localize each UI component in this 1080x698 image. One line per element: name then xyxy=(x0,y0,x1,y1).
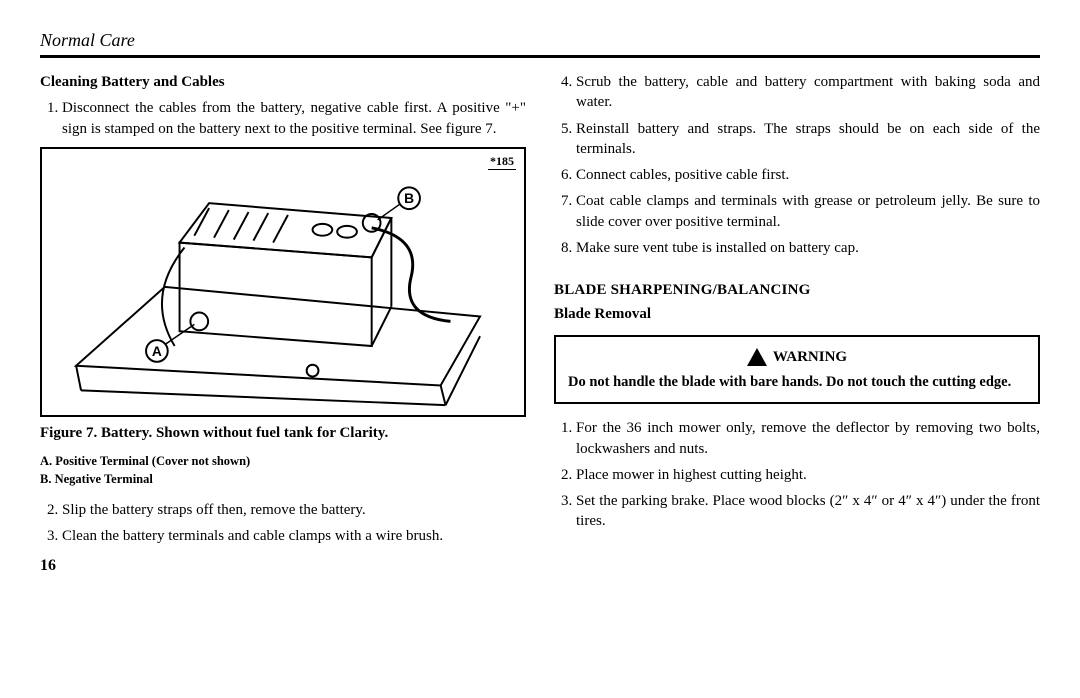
warning-heading: WARNING xyxy=(568,347,1026,367)
step-item: Make sure vent tube is installed on batt… xyxy=(576,238,1040,258)
callout-a-label: A xyxy=(152,344,162,359)
page-number: 16 xyxy=(40,555,526,577)
legend-b: B. Negative Terminal xyxy=(40,471,526,489)
steps-list-1: Disconnect the cables from the battery, … xyxy=(40,98,526,139)
step-item: Slip the battery straps off then, remove… xyxy=(62,500,526,520)
section-header: Normal Care xyxy=(40,30,1040,58)
warning-box: WARNING Do not handle the blade with bar… xyxy=(554,335,1040,405)
steps-list-2: Slip the battery straps off then, remove… xyxy=(40,500,526,547)
step-item: Reinstall battery and straps. The straps… xyxy=(576,119,1040,160)
step-item: Coat cable clamps and terminals with gre… xyxy=(576,191,1040,232)
two-column-layout: Cleaning Battery and Cables Disconnect t… xyxy=(40,72,1040,576)
figure-7-box: *185 xyxy=(40,147,526,417)
step-item: Clean the battery terminals and cable cl… xyxy=(62,526,526,546)
step-item: Disconnect the cables from the battery, … xyxy=(62,98,526,139)
step-item: Connect cables, positive cable first. xyxy=(576,165,1040,185)
step-item: Place mower in highest cutting height. xyxy=(576,465,1040,485)
step-item: Set the parking brake. Place wood blocks… xyxy=(576,491,1040,532)
section-title-blade: BLADE SHARPENING/BALANCING xyxy=(554,280,1040,300)
subhead-cleaning: Cleaning Battery and Cables xyxy=(40,72,526,92)
figure-legend: A. Positive Terminal (Cover not shown) B… xyxy=(40,453,526,488)
steps-list-3: Scrub the battery, cable and battery com… xyxy=(554,72,1040,258)
warning-label: WARNING xyxy=(773,347,847,367)
steps-list-4: For the 36 inch mower only, remove the d… xyxy=(554,418,1040,531)
step-item: For the 36 inch mower only, remove the d… xyxy=(576,418,1040,459)
step-item: Scrub the battery, cable and battery com… xyxy=(576,72,1040,113)
right-column: Scrub the battery, cable and battery com… xyxy=(554,72,1040,576)
warning-triangle-icon xyxy=(747,348,767,366)
legend-a: A. Positive Terminal (Cover not shown) xyxy=(40,453,526,471)
callout-b-label: B xyxy=(404,191,414,206)
subhead-blade-removal: Blade Removal xyxy=(554,304,1040,324)
warning-text: Do not handle the blade with bare hands.… xyxy=(568,373,1026,393)
figure-ref-label: *185 xyxy=(488,153,516,170)
battery-diagram: A B xyxy=(42,149,524,415)
left-column: Cleaning Battery and Cables Disconnect t… xyxy=(40,72,526,576)
figure-caption: Figure 7. Battery. Shown without fuel ta… xyxy=(40,423,526,443)
